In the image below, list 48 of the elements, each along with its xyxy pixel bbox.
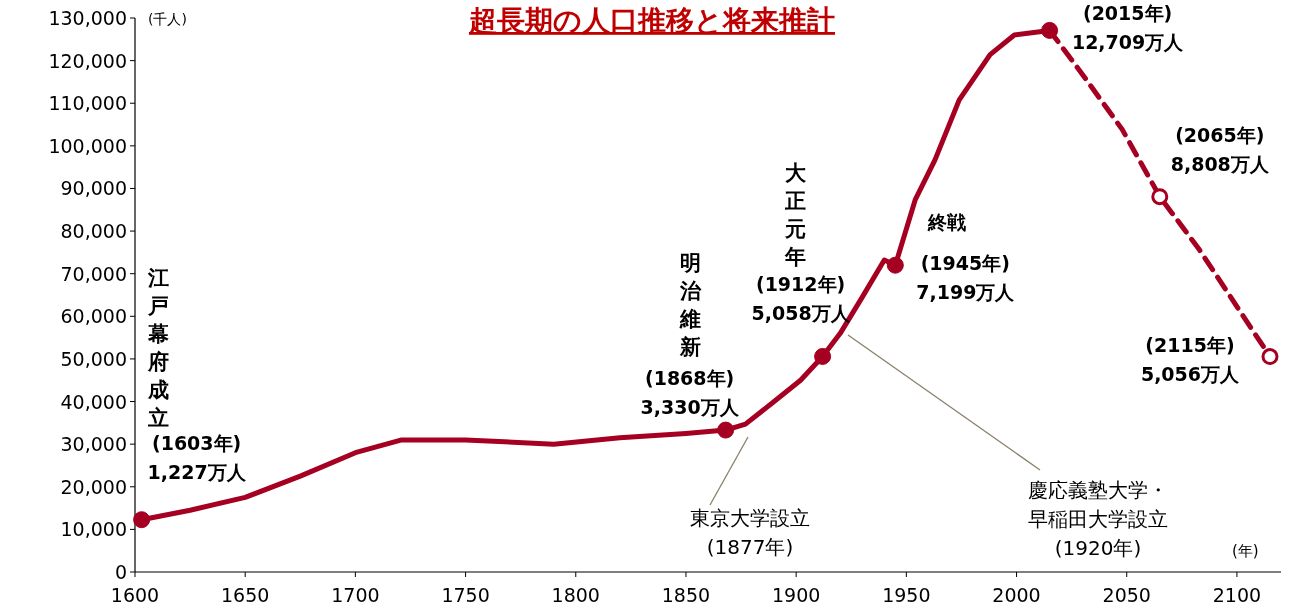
y-tick-label: 20,000 [60, 475, 127, 498]
x-tick-label: 1650 [221, 584, 270, 606]
x-tick-label: 2100 [1212, 584, 1262, 606]
annotation: 終戦 [927, 211, 967, 234]
x-axis-title: (年) [1232, 542, 1259, 560]
y-tick-label: 0 [114, 561, 127, 583]
point [886, 256, 904, 274]
x-tick-label: 2050 [1102, 584, 1151, 606]
point [1151, 188, 1169, 206]
x-tick-label: 1800 [551, 584, 600, 606]
y-tick-label: 110,000 [48, 92, 127, 115]
y-tick-label: 40,000 [60, 390, 127, 413]
point [814, 347, 832, 365]
x-tick-label: 1750 [441, 584, 490, 606]
y-tick-label: 100,000 [48, 134, 127, 157]
x-tick-label: 1700 [331, 584, 380, 606]
chart-title: 超長期の人口推移と将来推計 [468, 4, 835, 37]
annotation: 東京大学設立 (1877年) [690, 506, 810, 559]
x-tick-label: 1950 [882, 584, 931, 606]
y-axis-title: (千人) [148, 11, 187, 27]
annotation: (2065年) 8,808万人 [1170, 123, 1270, 175]
annotation: (1945年) 7,199万人 [916, 252, 1016, 304]
y-tick-label: 70,000 [60, 262, 127, 285]
y-tick-label: 10,000 [60, 518, 127, 541]
point [133, 511, 151, 529]
point [1041, 21, 1059, 39]
point [1261, 348, 1279, 366]
point [717, 421, 735, 439]
x-tick-label: 1600 [110, 584, 160, 606]
y-tick-label: 120,000 [48, 49, 127, 72]
x-tick-label: 2000 [992, 584, 1041, 606]
annotation: 江戸幕府成立 [146, 266, 169, 430]
annotation: (1603年) 1,227万人 [147, 431, 247, 483]
annotation: 大正元年 [783, 161, 807, 269]
annotation: (1912年) 5,058万人 [751, 273, 851, 325]
annotation: (2115年) 5,056万人 [1140, 333, 1241, 385]
x-tick-label: 1900 [771, 584, 821, 606]
y-tick-label: 50,000 [60, 347, 127, 370]
y-tick-label: 60,000 [60, 305, 127, 328]
annotation: 慶応義塾大学・早稲田大学設立 (1920年) [1028, 478, 1168, 560]
y-tick-label: 90,000 [60, 177, 127, 200]
annotation: 明治維新 [678, 251, 702, 359]
x-tick-label: 1850 [661, 584, 711, 606]
y-tick-label: 80,000 [60, 220, 127, 243]
annotation: (2015年) 12,709万人 [1071, 2, 1185, 54]
y-tick-label: 30,000 [60, 433, 127, 456]
annotation: (1868年) 3,330万人 [640, 367, 740, 419]
y-tick-label: 130,000 [48, 7, 127, 29]
